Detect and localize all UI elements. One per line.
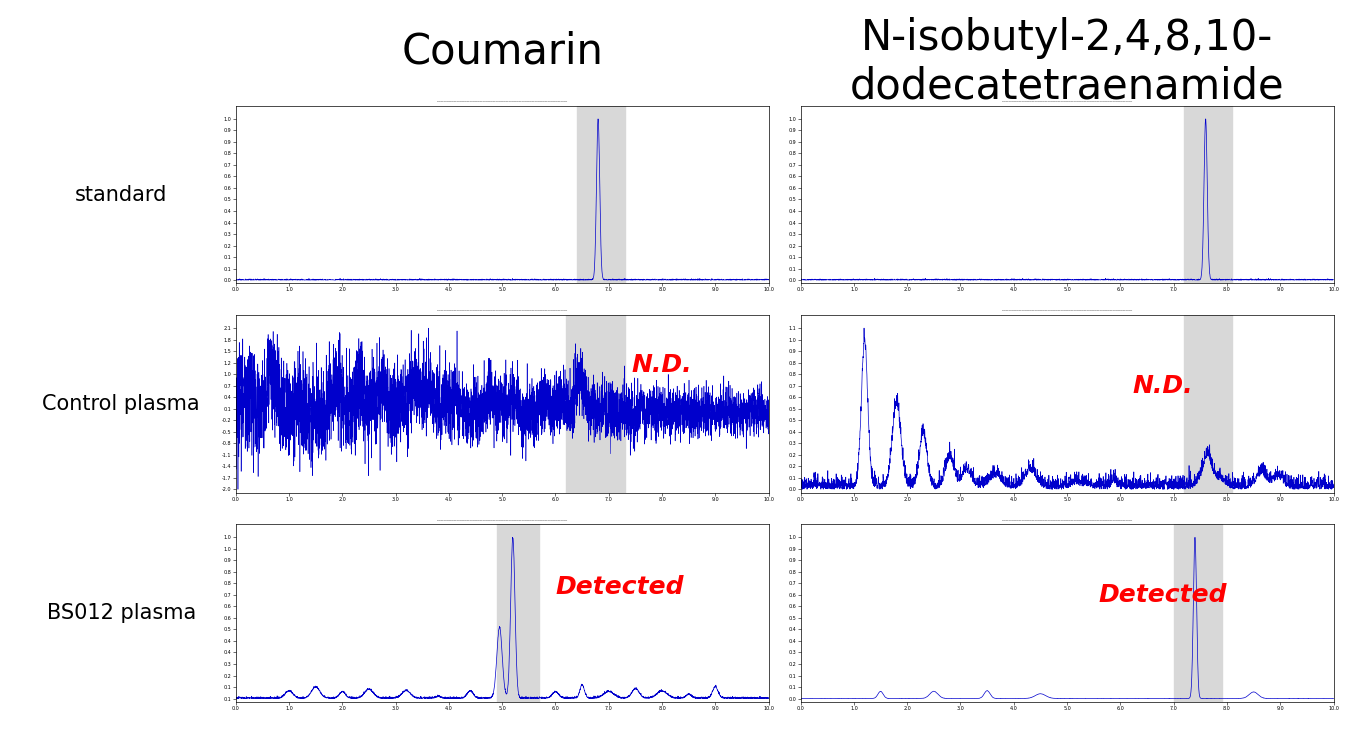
Text: Control plasma: Control plasma <box>42 394 201 414</box>
Text: Coumarin: Coumarin <box>401 30 603 72</box>
Text: ────────────────────────────────────────────────────────────────────────────────: ────────────────────────────────────────… <box>438 519 567 523</box>
Text: standard: standard <box>75 185 167 205</box>
Text: BS012 plasma: BS012 plasma <box>47 603 195 623</box>
Bar <box>566 315 625 493</box>
Text: ────────────────────────────────────────────────────────────────────────────────: ────────────────────────────────────────… <box>1002 309 1131 314</box>
Bar <box>577 106 625 284</box>
Text: ────────────────────────────────────────────────────────────────────────────────: ────────────────────────────────────────… <box>438 100 567 105</box>
Bar <box>1184 315 1233 493</box>
Bar <box>1184 106 1233 284</box>
Text: N.D.: N.D. <box>632 353 692 377</box>
Text: Detected: Detected <box>1099 583 1227 607</box>
Text: Detected: Detected <box>555 575 684 599</box>
Bar <box>497 524 540 702</box>
Text: ────────────────────────────────────────────────────────────────────────────────: ────────────────────────────────────────… <box>1002 519 1131 523</box>
Text: ────────────────────────────────────────────────────────────────────────────────: ────────────────────────────────────────… <box>1002 100 1131 105</box>
Text: ────────────────────────────────────────────────────────────────────────────────: ────────────────────────────────────────… <box>438 309 567 314</box>
Text: N-isobutyl-2,4,8,10-
dodecatetraenamide: N-isobutyl-2,4,8,10- dodecatetraenamide <box>850 17 1285 107</box>
Text: N.D.: N.D. <box>1133 374 1193 398</box>
Bar <box>1173 524 1222 702</box>
